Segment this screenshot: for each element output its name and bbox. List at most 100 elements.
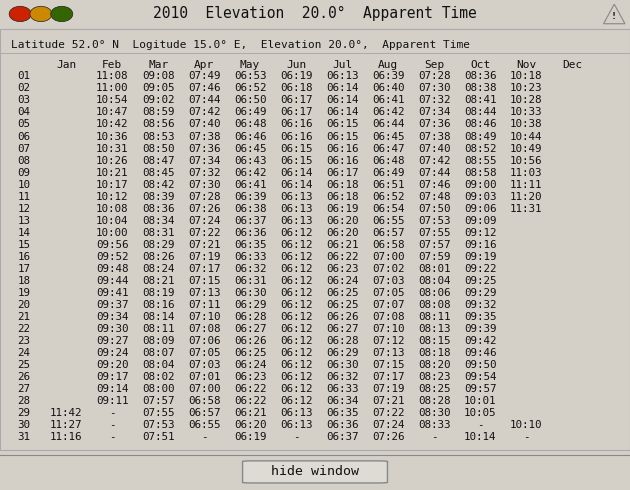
Text: 22: 22 <box>17 324 30 334</box>
Text: 08:07: 08:07 <box>142 348 175 358</box>
Text: 07:08: 07:08 <box>188 324 220 334</box>
Text: 07:26: 07:26 <box>372 432 404 442</box>
Text: 01: 01 <box>17 72 30 81</box>
Text: 08:41: 08:41 <box>464 96 496 105</box>
Text: 09:02: 09:02 <box>142 96 175 105</box>
Text: 19: 19 <box>17 288 30 297</box>
Text: 06:12: 06:12 <box>280 264 312 273</box>
Text: 09:06: 09:06 <box>464 203 496 214</box>
Text: 16: 16 <box>17 252 30 262</box>
Text: Jul: Jul <box>332 60 352 70</box>
Text: 10:31: 10:31 <box>96 144 129 153</box>
Text: 06:35: 06:35 <box>234 240 266 249</box>
Text: 09:24: 09:24 <box>96 348 129 358</box>
Text: 06:54: 06:54 <box>372 203 404 214</box>
Text: 08:36: 08:36 <box>142 203 175 214</box>
Text: 07:00: 07:00 <box>372 252 404 262</box>
Text: -: - <box>109 408 115 418</box>
Text: 09:27: 09:27 <box>96 336 129 346</box>
Text: 10: 10 <box>17 179 30 190</box>
Text: 06:14: 06:14 <box>280 179 312 190</box>
Text: 07:40: 07:40 <box>418 144 450 153</box>
Text: 06:14: 06:14 <box>326 96 358 105</box>
Text: 06:13: 06:13 <box>280 408 312 418</box>
Text: 07:49: 07:49 <box>188 72 220 81</box>
Text: 08:19: 08:19 <box>142 288 175 297</box>
Text: 07:30: 07:30 <box>188 179 220 190</box>
Text: 08:58: 08:58 <box>464 168 496 177</box>
Text: 06:25: 06:25 <box>326 300 358 310</box>
Text: 10:28: 10:28 <box>510 96 542 105</box>
Text: 07:38: 07:38 <box>418 131 450 142</box>
Text: 06:32: 06:32 <box>326 372 358 382</box>
Text: 07:07: 07:07 <box>372 300 404 310</box>
Text: 2010  Elevation  20.0°  Apparent Time: 2010 Elevation 20.0° Apparent Time <box>153 6 477 22</box>
Text: 11:27: 11:27 <box>50 420 83 430</box>
Text: 06:12: 06:12 <box>280 336 312 346</box>
Text: 09:30: 09:30 <box>96 324 129 334</box>
Text: 11:42: 11:42 <box>50 408 83 418</box>
Text: 06:12: 06:12 <box>280 384 312 394</box>
Text: 09:50: 09:50 <box>464 360 496 370</box>
Text: 08:21: 08:21 <box>142 276 175 286</box>
Text: 08:50: 08:50 <box>142 144 175 153</box>
Text: 09:57: 09:57 <box>464 384 496 394</box>
Text: 10:56: 10:56 <box>510 155 542 166</box>
Ellipse shape <box>9 6 32 22</box>
Text: 06:12: 06:12 <box>280 372 312 382</box>
Text: 06:33: 06:33 <box>234 252 266 262</box>
Text: 07:11: 07:11 <box>188 300 220 310</box>
Text: -: - <box>431 432 437 442</box>
Text: 08:53: 08:53 <box>142 131 175 142</box>
Text: 06:12: 06:12 <box>280 276 312 286</box>
Text: 06:50: 06:50 <box>234 96 266 105</box>
Text: 02: 02 <box>17 83 30 94</box>
Text: 07:30: 07:30 <box>418 83 450 94</box>
Text: 06:14: 06:14 <box>326 83 358 94</box>
Text: 06:18: 06:18 <box>326 192 358 201</box>
Text: 11:08: 11:08 <box>96 72 129 81</box>
Text: 06:13: 06:13 <box>280 203 312 214</box>
Text: 06:23: 06:23 <box>326 264 358 273</box>
Text: 07:55: 07:55 <box>142 408 175 418</box>
Text: Latitude 52.0° N  Logitude 15.0° E,  Elevation 20.0°,  Apparent Time: Latitude 52.0° N Logitude 15.0° E, Eleva… <box>11 40 471 50</box>
Text: 06:58: 06:58 <box>188 396 220 406</box>
Text: 07:57: 07:57 <box>142 396 175 406</box>
Text: 08:06: 08:06 <box>418 288 450 297</box>
Text: 08:38: 08:38 <box>464 83 496 94</box>
Text: 09:35: 09:35 <box>464 312 496 321</box>
Text: 07:51: 07:51 <box>142 432 175 442</box>
Text: 06:27: 06:27 <box>326 324 358 334</box>
Text: 07:46: 07:46 <box>188 83 220 94</box>
Text: 06:49: 06:49 <box>372 168 404 177</box>
Text: 04: 04 <box>17 107 30 118</box>
Text: 12: 12 <box>17 203 30 214</box>
Text: 06:13: 06:13 <box>280 192 312 201</box>
Text: 10:49: 10:49 <box>510 144 542 153</box>
Text: 07:00: 07:00 <box>188 384 220 394</box>
Text: 06:42: 06:42 <box>372 107 404 118</box>
Text: 07:53: 07:53 <box>418 216 450 225</box>
Text: 06:53: 06:53 <box>234 72 266 81</box>
Text: 09:44: 09:44 <box>96 276 129 286</box>
Text: 07:28: 07:28 <box>418 72 450 81</box>
Text: 06:16: 06:16 <box>280 131 312 142</box>
Text: 06:36: 06:36 <box>234 227 266 238</box>
Text: 06:30: 06:30 <box>234 288 266 297</box>
Text: 06:44: 06:44 <box>372 120 404 129</box>
Text: 09:14: 09:14 <box>96 384 129 394</box>
Text: 08:44: 08:44 <box>464 107 496 118</box>
Text: hide window: hide window <box>271 466 359 478</box>
Text: 09:39: 09:39 <box>464 324 496 334</box>
Text: 07:12: 07:12 <box>372 336 404 346</box>
Polygon shape <box>604 4 625 24</box>
Text: 09:22: 09:22 <box>464 264 496 273</box>
Text: 09:16: 09:16 <box>464 240 496 249</box>
Text: 06:15: 06:15 <box>326 120 358 129</box>
Text: 06: 06 <box>17 131 30 142</box>
Text: 06:16: 06:16 <box>280 120 312 129</box>
Text: 06:58: 06:58 <box>372 240 404 249</box>
Text: 06:14: 06:14 <box>326 107 358 118</box>
Text: 18: 18 <box>17 276 30 286</box>
Text: 07:24: 07:24 <box>188 216 220 225</box>
